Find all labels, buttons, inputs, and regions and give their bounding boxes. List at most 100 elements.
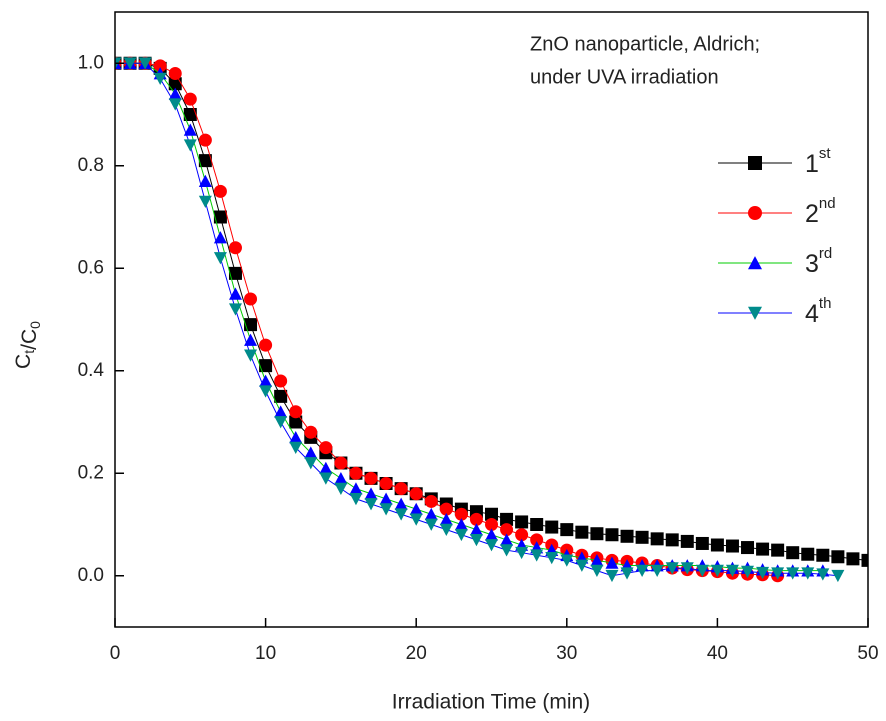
marker (454, 528, 468, 542)
marker (379, 492, 393, 505)
marker (244, 349, 258, 362)
marker (545, 551, 559, 565)
marker (560, 523, 574, 537)
marker (500, 512, 514, 526)
marker (500, 523, 514, 537)
marker (756, 566, 770, 580)
marker (635, 564, 649, 578)
y-tick-label: 0.4 (78, 360, 105, 381)
legend-label: 3rd (805, 245, 832, 278)
marker (274, 389, 288, 403)
marker (695, 536, 709, 550)
legend-label: 2nd (805, 195, 836, 228)
y-tick-label: 0.0 (78, 565, 104, 586)
marker (138, 57, 152, 70)
marker (831, 569, 845, 583)
legend-label: 4th (805, 295, 831, 328)
marker (485, 518, 498, 531)
y-axis-label: Ct/C0 (12, 321, 43, 369)
marker (801, 547, 815, 561)
marker (228, 266, 242, 280)
marker (500, 544, 514, 557)
marker (183, 123, 197, 136)
marker (319, 472, 333, 485)
marker (861, 553, 868, 567)
marker (168, 87, 182, 100)
marker (183, 139, 197, 152)
marker (168, 77, 182, 91)
marker (304, 425, 318, 439)
x-tick-label: 30 (556, 643, 577, 664)
marker (485, 507, 498, 521)
marker (168, 98, 182, 111)
marker (515, 515, 529, 529)
marker (349, 466, 363, 480)
marker (228, 303, 242, 316)
marker (319, 461, 333, 474)
marker (244, 292, 258, 306)
legend-marker (748, 156, 762, 170)
y-tick-label: 0.6 (78, 257, 104, 278)
marker (183, 108, 197, 121)
marker (650, 564, 664, 578)
marker (213, 184, 227, 198)
annotation: ZnO nanoparticle, Aldrich; (530, 33, 760, 55)
marker (680, 562, 694, 575)
legend-label: 1st (805, 145, 831, 178)
marker (454, 518, 468, 531)
marker (198, 133, 212, 147)
marker (771, 543, 785, 557)
marker (485, 539, 498, 552)
marker (153, 59, 167, 73)
marker (334, 456, 348, 470)
marker (379, 477, 393, 490)
marker (725, 564, 739, 578)
x-tick-label: 10 (255, 643, 276, 664)
marker (530, 518, 544, 531)
marker (198, 174, 212, 187)
marker (424, 518, 438, 531)
marker (289, 441, 303, 455)
marker (816, 568, 830, 581)
marker (198, 154, 212, 168)
marker (424, 494, 438, 508)
marker (198, 195, 212, 209)
marker (650, 532, 664, 546)
marker (575, 525, 589, 539)
marker (620, 567, 634, 580)
marker (228, 241, 242, 255)
marker (334, 482, 348, 496)
marker (424, 507, 438, 521)
marker (289, 405, 303, 419)
marker (364, 487, 378, 500)
legend-marker (748, 256, 762, 270)
marker (244, 318, 258, 332)
x-tick-label: 20 (406, 643, 427, 664)
annotation: under UVA irradiation (530, 66, 719, 88)
marker (394, 497, 408, 510)
marker (575, 559, 589, 572)
marker (123, 57, 137, 70)
marker (605, 556, 619, 569)
marker (590, 553, 604, 567)
y-tick-label: 0.8 (78, 155, 104, 176)
marker (530, 533, 544, 547)
marker (289, 430, 303, 444)
marker (846, 552, 860, 566)
marker (590, 564, 604, 578)
marker (831, 550, 845, 564)
marker (409, 513, 423, 526)
plot-area (115, 56, 868, 583)
marker (439, 512, 453, 526)
marker (665, 562, 679, 575)
marker (680, 534, 694, 548)
marker (469, 523, 483, 536)
legend-marker (748, 306, 762, 320)
marker (590, 527, 604, 541)
marker (710, 538, 724, 552)
marker (394, 482, 408, 496)
marker (635, 530, 649, 544)
marker (786, 546, 800, 560)
